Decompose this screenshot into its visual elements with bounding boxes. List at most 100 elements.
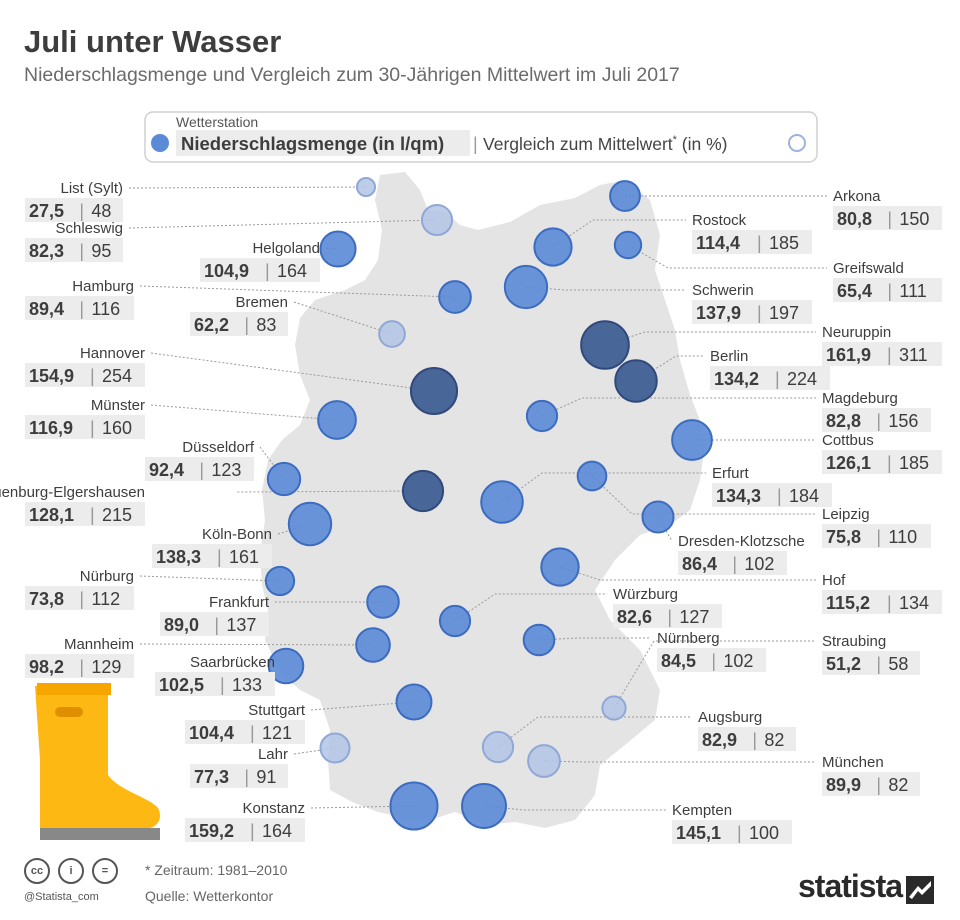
station-pct-erfurt: 184 [789,486,819,506]
station-circle-straubing[interactable] [601,695,627,721]
station-circle-dresden-klotzsche[interactable] [641,500,675,534]
station-value-box-saarbrücken [155,672,275,696]
station-value-box-dresden-klotzsche [678,551,787,575]
station-circle-nürnberg[interactable] [522,623,556,657]
station-separator-neuruppin: | [887,345,892,365]
station-separator-straubing: | [876,654,881,674]
station-amount-stuttgart: 104,4 [189,723,234,743]
station-circle-neuruppin[interactable] [580,320,630,370]
station-name-frankfurt: Frankfurt [209,594,270,611]
station-pct-augsburg: 82 [764,730,784,750]
station-separator-erfurt: | [777,486,782,506]
station-amount-augsburg: 82,9 [702,730,737,750]
station-separator-nürburg: | [79,589,84,609]
station-name-konstanz: Konstanz [242,800,305,817]
connector-bremen [293,301,393,335]
station-pct-berlin: 224 [787,369,817,389]
station-amount-düsseldorf: 92,4 [149,460,184,480]
station-value-box-schauenburg-elgershausen [25,502,145,526]
station-name-köln-bonn: Köln-Bonn [202,526,272,543]
station-circle-augsburg[interactable] [481,730,515,764]
station-value-box-helgoland [200,258,320,282]
station-value-box-köln-bonn [152,544,272,568]
station-name-berlin: Berlin [710,348,748,365]
station-circle-frankfurt[interactable] [366,585,400,619]
station-circle-greifswald[interactable] [613,230,643,260]
station-circle-hamburg[interactable] [438,280,472,314]
station-value-box-augsburg [698,727,796,751]
connector-berlin [635,355,704,382]
station-name-saarbrücken: Saarbrücken [190,654,275,671]
station-pct-nürnberg: 102 [723,651,753,671]
source[interactable]: Quelle: Wetterkontor [145,888,274,904]
station-circle-bremen[interactable] [378,320,406,348]
station-pct-cottbus: 185 [899,453,929,473]
station-circle-nürburg[interactable] [264,565,296,597]
station-separator-münchen: | [876,775,881,795]
station-name-münchen: München [822,754,884,771]
connector-hannover [150,352,435,392]
station-amount-münster: 116,9 [29,418,73,438]
station-circle-düsseldorf[interactable] [266,461,302,497]
station-circle-schleswig[interactable] [420,203,454,237]
station-separator-leipzig: | [876,527,881,547]
cc-license-icon: cc [24,858,50,884]
station-name-arkona: Arkona [833,188,881,205]
station-circle-köln-bonn[interactable] [287,501,333,547]
station-circle-cottbus[interactable] [671,419,713,461]
station-value-box-mannheim [25,654,134,678]
station-circle-stuttgart[interactable] [395,683,433,721]
station-circle-mannheim[interactable] [355,627,391,663]
station-circle-schwerin[interactable] [503,264,549,310]
station-circle-rostock[interactable] [533,227,573,267]
station-value-box-hannover [25,363,145,387]
station-separator-schleswig: | [79,241,84,261]
station-name-würzburg: Würzburg [613,586,678,603]
station-circle-würzburg[interactable] [438,604,472,638]
station-amount-greifswald: 65,4 [837,281,872,301]
station-circle-magdeburg[interactable] [525,399,559,433]
station-name-nürburg: Nürburg [80,568,134,585]
connector-list-sylt- [128,186,367,189]
station-value-box-kempten [672,820,792,844]
station-separator-kempten: | [737,823,742,843]
station-circle-kempten[interactable] [461,783,507,829]
station-circle-münchen[interactable] [527,744,561,778]
station-circle-lahr[interactable] [319,732,351,764]
station-circle-konstanz[interactable] [389,781,439,831]
station-name-schleswig: Schleswig [55,220,123,237]
station-circle-helgoland[interactable] [319,230,357,268]
station-amount-kempten: 145,1 [676,823,721,843]
station-name-cottbus: Cottbus [822,432,874,449]
station-circle-leipzig[interactable] [576,460,608,492]
connector-schauenburg-elgershausen [237,490,424,493]
station-circle-münster[interactable] [317,400,357,440]
connector-augsburg [497,716,692,748]
legend-top-label: Wetterstation [176,114,258,130]
station-value-box-leipzig [822,524,931,548]
station-circle-berlin[interactable] [614,359,658,403]
station-amount-schauenburg-elgershausen: 128,1 [29,505,74,525]
station-circle-hannover[interactable] [409,366,459,416]
station-value-box-münchen [822,772,920,796]
legend-filled-circle-icon [151,134,169,152]
station-circle-saarbrücken[interactable] [267,647,305,685]
rubber-boot-icon [35,683,161,840]
station-amount-straubing: 51,2 [826,654,861,674]
station-pct-magdeburg: 156 [888,411,918,431]
station-separator-helgoland: | [265,261,270,281]
station-circle-erfurt[interactable] [480,480,524,524]
station-pct-schauenburg-elgershausen: 215 [102,505,132,525]
station-name-magdeburg: Magdeburg [822,390,898,407]
station-separator-lahr: | [244,767,249,787]
station-name-dresden-klotzsche: Dresden-Klotzsche [678,533,805,550]
station-circle-schauenburg-elgershausen[interactable] [401,469,445,513]
statista-logo-text[interactable]: statista [798,868,903,904]
station-separator-berlin: | [775,369,780,389]
station-pct-münchen: 82 [888,775,908,795]
station-circle-hof[interactable] [540,547,580,587]
station-circle-list-sylt-[interactable] [355,176,377,198]
station-circle-arkona[interactable] [609,180,641,212]
